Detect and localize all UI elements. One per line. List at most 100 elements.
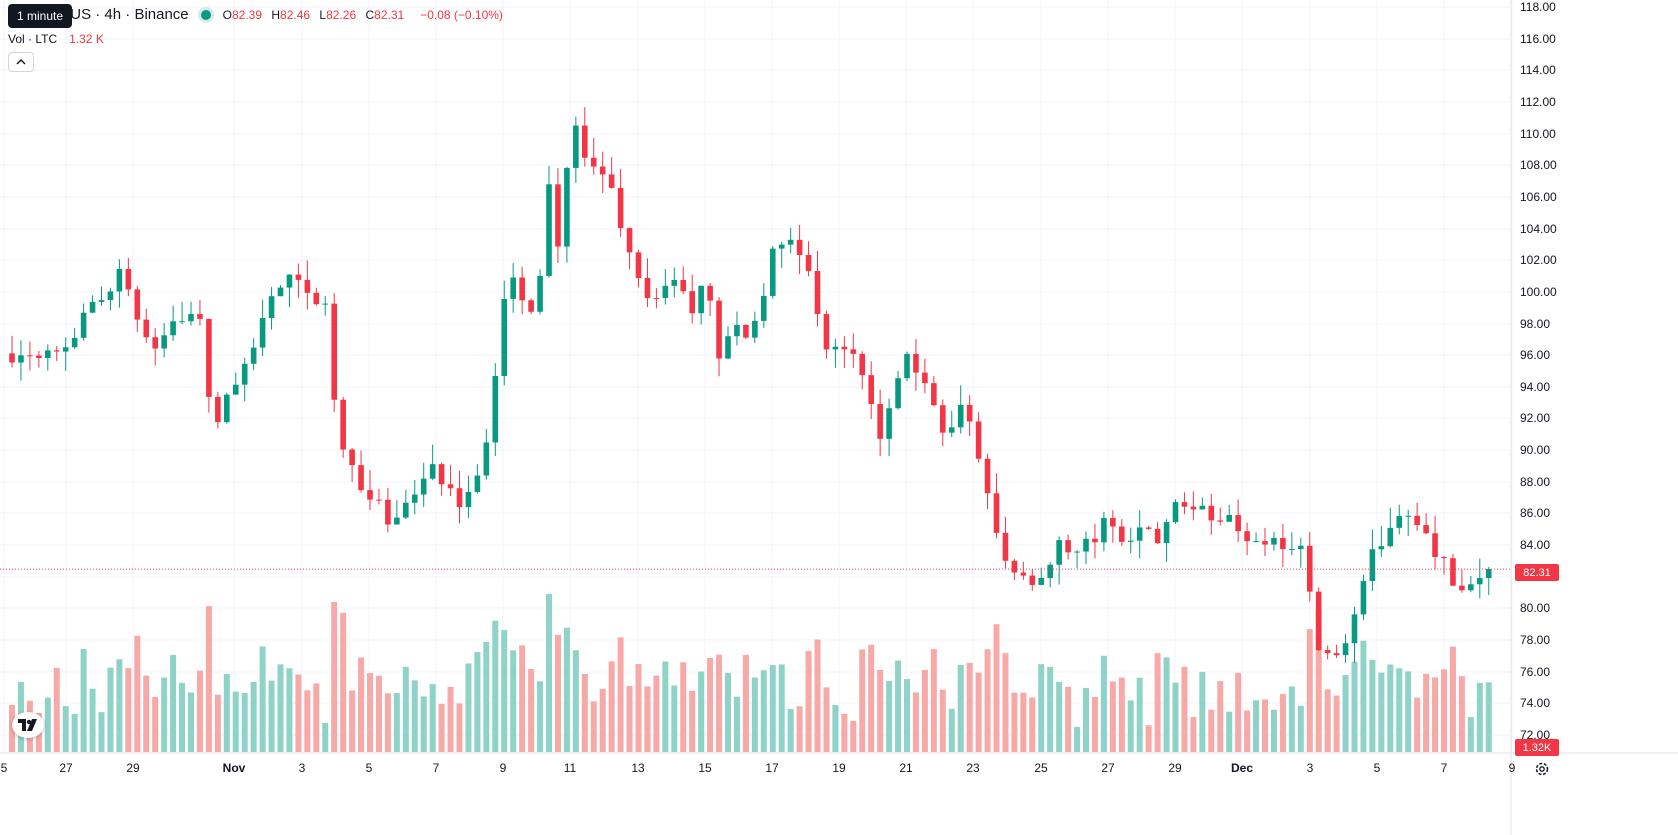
volume-bar [1333, 695, 1340, 752]
candle-body [1226, 515, 1232, 522]
volume-bar [420, 696, 427, 752]
candle-body [769, 248, 776, 296]
volume-bar [796, 706, 803, 752]
volume-bar [680, 662, 687, 752]
candle-body [1127, 540, 1134, 542]
tradingview-logo[interactable] [12, 712, 44, 738]
volume-bar [1145, 725, 1152, 752]
volume-bar [921, 670, 928, 752]
y-tick-label: 108.00 [1520, 158, 1557, 172]
candle-body [340, 399, 346, 450]
candle-body [9, 353, 15, 363]
volume-bar [1423, 673, 1430, 752]
candle-body [1208, 505, 1215, 521]
collapse-legend-button[interactable] [8, 52, 34, 72]
volume-bar [1270, 709, 1277, 752]
volume-bar [1262, 699, 1268, 752]
volume-legend[interactable]: Vol · LTC 1.32 K [8, 32, 104, 46]
volume-bar [1109, 681, 1116, 752]
interval-tooltip: 1 minute [8, 4, 73, 28]
volume-bar [957, 664, 964, 752]
price-change: −0.08 (−0.10%) [420, 7, 503, 22]
candle-body [1172, 502, 1179, 523]
volume-bar [769, 665, 776, 752]
y-tick-label: 80.00 [1520, 601, 1550, 615]
x-tick-label: 29 [126, 761, 140, 775]
volume-bar [170, 654, 177, 752]
volume-bar [98, 712, 105, 752]
volume-bar [501, 630, 508, 752]
volume-bar [1047, 666, 1054, 752]
candle-body [1002, 532, 1009, 561]
candle-body [1244, 531, 1250, 542]
volume-bar [1065, 686, 1072, 752]
candle-body [1298, 545, 1304, 549]
candle-body [438, 464, 445, 485]
volume-bar [1136, 677, 1143, 752]
candle-body [1074, 551, 1080, 553]
candle-body [1119, 526, 1125, 542]
candle-body [1280, 537, 1286, 550]
volume-bar [841, 713, 848, 752]
candle-body [957, 404, 964, 428]
volume-bar [617, 637, 624, 752]
volume-bar [716, 654, 723, 752]
volume-bar [859, 649, 866, 752]
volume-bar [930, 649, 937, 752]
candle-body [259, 318, 266, 348]
candle-body [823, 314, 830, 350]
candle-body [590, 157, 597, 167]
volume-bar [1458, 676, 1465, 752]
volume-bar [1467, 717, 1474, 752]
volume-bar [733, 696, 740, 752]
candle-body [510, 277, 516, 299]
x-tick-label: 9 [500, 761, 507, 775]
volume-bar [599, 688, 606, 752]
candle-body [170, 321, 176, 336]
candle-body [36, 355, 42, 359]
volume-bar [993, 624, 1000, 752]
candle-body [1154, 528, 1161, 544]
volume-bar [1324, 689, 1331, 752]
candle-body [295, 274, 302, 280]
candle-body [787, 239, 794, 245]
gear-icon[interactable] [1533, 760, 1551, 778]
volume-bar [1306, 629, 1313, 752]
volume-bar [1351, 661, 1358, 752]
candle-body [1190, 506, 1197, 510]
candle-body [1450, 558, 1456, 586]
candle-body [1029, 575, 1036, 585]
candle-body [1423, 525, 1429, 534]
volume-bar [465, 663, 472, 752]
candle-body [1306, 545, 1313, 592]
candle-body [206, 318, 212, 397]
volume-bar [223, 673, 230, 752]
volume-bar [563, 627, 570, 752]
candle-body [241, 363, 248, 385]
volume-bar [304, 690, 311, 752]
volume-bar [1208, 709, 1215, 752]
volume-bar [975, 672, 982, 752]
volume-bar [895, 660, 902, 752]
candle-body [161, 335, 167, 349]
candle-body [1441, 556, 1447, 559]
volume-bar [653, 675, 660, 752]
candle-body [707, 285, 713, 301]
candle-body [53, 350, 60, 352]
candle-body [420, 478, 427, 495]
volume-bar [850, 720, 857, 752]
candle-body [1217, 520, 1224, 522]
symbol-legend[interactable]: n / TetherUS · 4h · Binance O82.39 H82.4… [8, 6, 503, 23]
candle-body [1262, 541, 1268, 545]
candle-body [89, 301, 96, 313]
candle-body [394, 517, 400, 525]
candle-body [1253, 541, 1259, 543]
candle-body [734, 324, 740, 337]
candle-body [1271, 537, 1277, 545]
volume-value: 1.32 K [69, 32, 104, 46]
volume-bar [367, 673, 373, 752]
y-tick-label: 86.00 [1520, 506, 1550, 520]
y-tick-label: 76.00 [1520, 665, 1550, 679]
volume-bar [572, 650, 579, 752]
